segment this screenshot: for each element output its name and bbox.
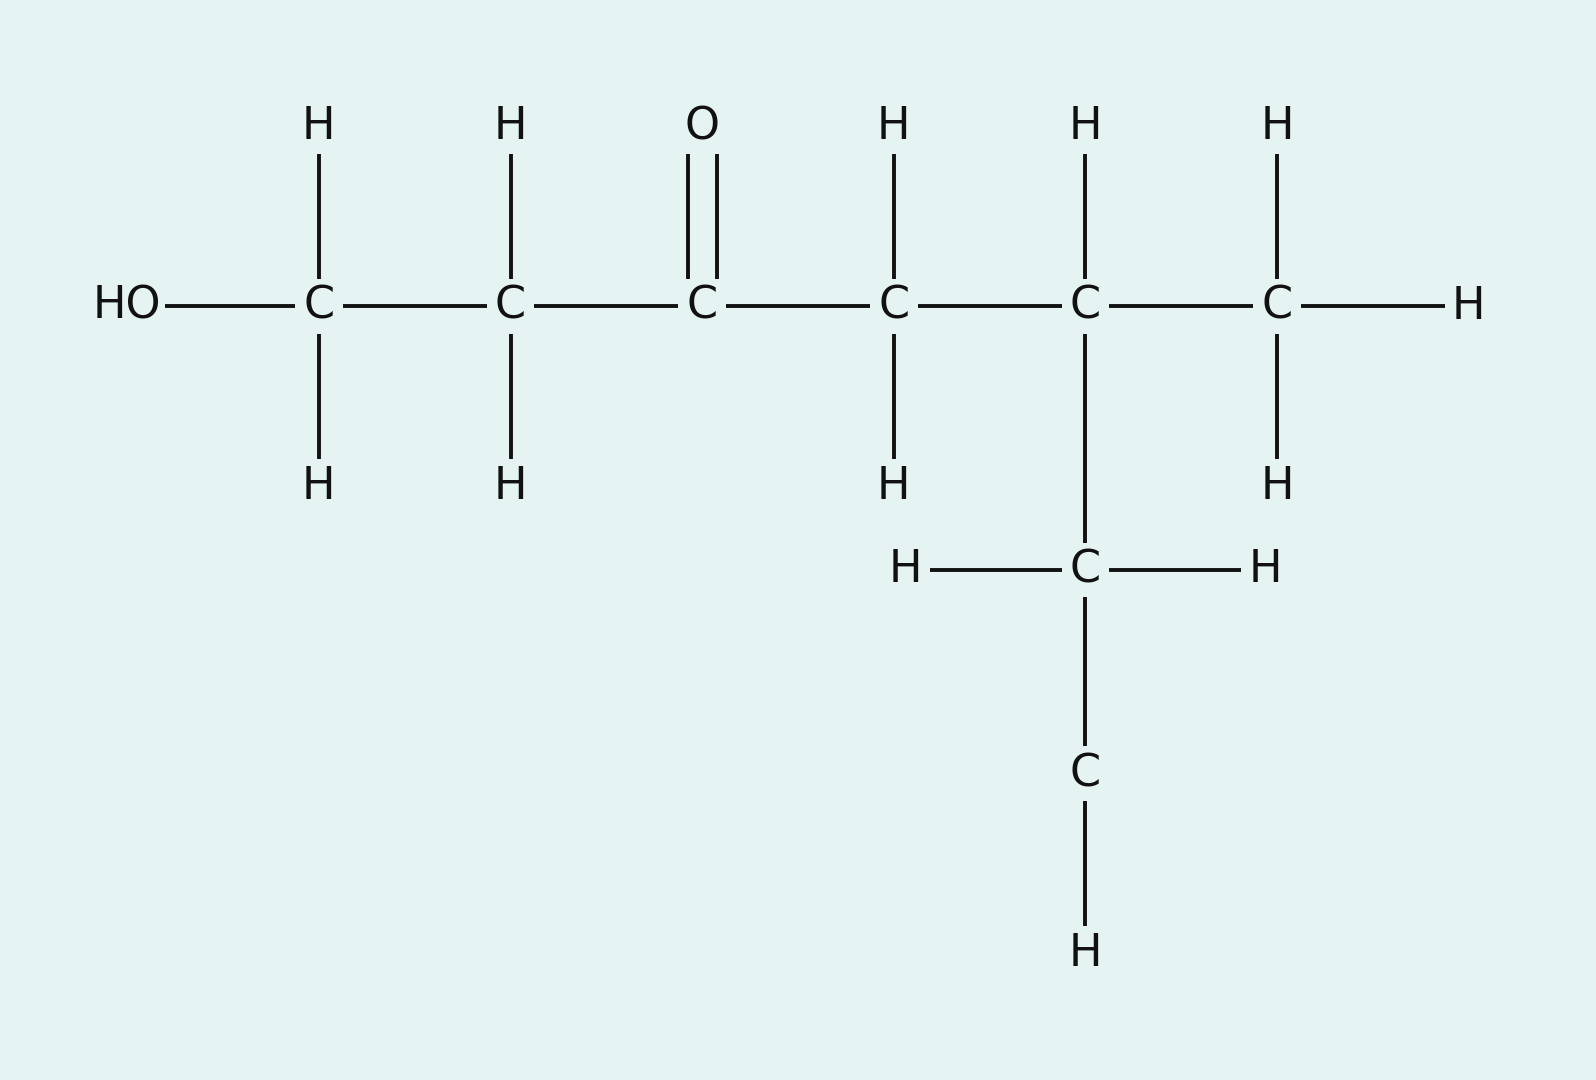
Text: H: H xyxy=(302,464,335,508)
Text: H: H xyxy=(493,464,527,508)
Text: H: H xyxy=(1261,105,1294,148)
Text: H: H xyxy=(1261,464,1294,508)
Text: C: C xyxy=(878,285,910,328)
Text: H: H xyxy=(493,105,527,148)
Text: C: C xyxy=(495,285,527,328)
Text: H: H xyxy=(1069,932,1103,975)
Text: H: H xyxy=(302,105,335,148)
Text: H: H xyxy=(878,105,911,148)
Text: C: C xyxy=(1069,752,1101,795)
Text: H: H xyxy=(878,464,911,508)
Text: H: H xyxy=(889,549,922,592)
Text: C: C xyxy=(1261,285,1293,328)
Text: C: C xyxy=(1069,285,1101,328)
Text: HO: HO xyxy=(93,285,161,328)
Text: H: H xyxy=(1069,105,1103,148)
Text: O: O xyxy=(685,105,720,148)
Text: C: C xyxy=(1069,549,1101,592)
Text: C: C xyxy=(303,285,335,328)
Text: C: C xyxy=(686,285,718,328)
Text: H: H xyxy=(1248,549,1282,592)
Text: H: H xyxy=(1452,285,1486,328)
